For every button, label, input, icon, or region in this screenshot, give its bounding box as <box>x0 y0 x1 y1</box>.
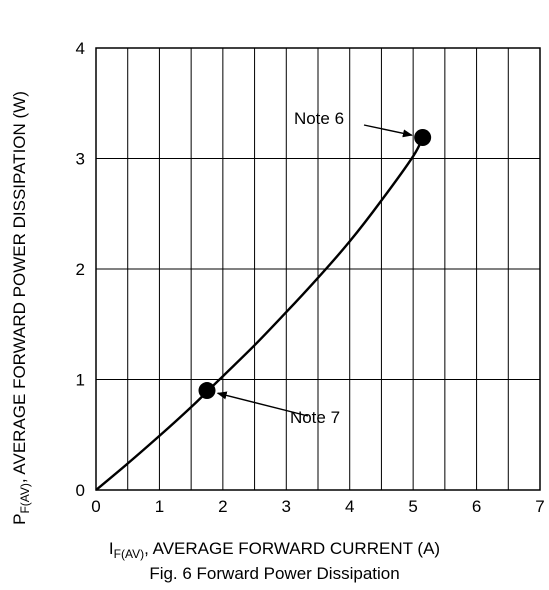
x-tick-label: 5 <box>408 497 417 516</box>
x-tick-label: 1 <box>155 497 164 516</box>
grid <box>96 48 540 490</box>
plot-frame <box>95 47 541 491</box>
x-tick-label: 3 <box>282 497 291 516</box>
y-tick-label: 0 <box>76 481 85 500</box>
annotations: Note 6 Note 7 <box>198 109 432 427</box>
annotation-label: Note 6 <box>294 109 344 128</box>
y-tick-label: 3 <box>76 150 85 169</box>
series-line <box>95 136 424 491</box>
x-tick-label: 2 <box>218 497 227 516</box>
x-tick-label: 0 <box>91 497 100 516</box>
marker-point <box>414 129 432 147</box>
marker-point <box>198 382 216 400</box>
figure-caption: Fig. 6 Forward Power Dissipation <box>149 564 400 583</box>
annotation-label: Note 7 <box>290 408 340 427</box>
tick-labels: 0 1 2 3 4 5 6 7 0 1 2 3 4 <box>76 39 545 516</box>
y-axis-text: , AVERAGE FORWARD POWER DISSIPATION (W) <box>10 91 29 484</box>
y-axis-title: PF(AV), AVERAGE FORWARD POWER DISSIPATIO… <box>10 91 32 525</box>
x-tick-label: 4 <box>345 497 354 516</box>
y-axis-symbol: P <box>10 513 29 525</box>
y-axis-subscript: F(AV) <box>18 483 32 514</box>
annotation-arrow <box>363 124 413 138</box>
x-tick-label: 6 <box>472 497 481 516</box>
y-tick-label: 2 <box>76 260 85 279</box>
y-tick-label: 1 <box>76 371 85 390</box>
x-axis-symbol: I <box>108 539 114 558</box>
x-axis-subscript: F(AV) <box>113 547 145 561</box>
x-tick-label: 7 <box>535 497 544 516</box>
annotation-arrow <box>216 391 309 417</box>
x-axis-text: , AVERAGE FORWARD CURRENT (A) <box>144 539 441 558</box>
y-tick-label: 4 <box>76 39 85 58</box>
x-axis-title: IF(AV), AVERAGE FORWARD CURRENT (A) <box>0 539 549 561</box>
